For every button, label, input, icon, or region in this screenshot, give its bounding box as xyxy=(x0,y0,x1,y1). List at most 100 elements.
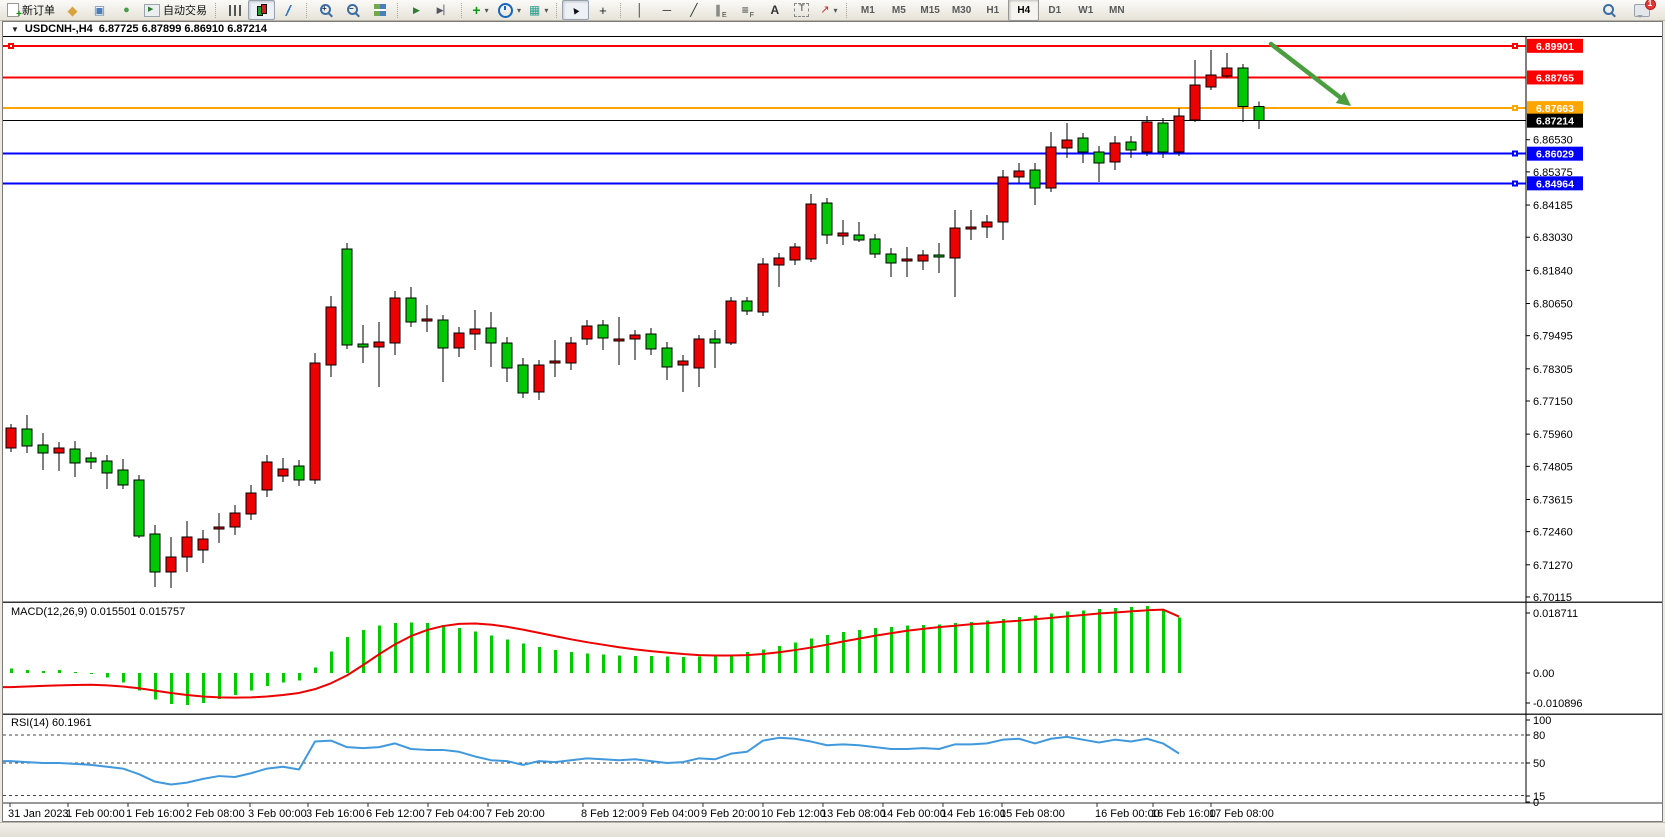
candle-body xyxy=(1077,137,1089,153)
new-order-button[interactable]: 新订单 xyxy=(3,0,59,20)
crosshair-button[interactable]: + xyxy=(589,0,616,20)
candle xyxy=(1141,116,1153,156)
price-tick-label: 6.80650 xyxy=(1533,299,1573,311)
channel-icon: ∥ xyxy=(715,3,722,17)
cursor-button[interactable] xyxy=(562,0,590,20)
timeframe-w1[interactable]: W1 xyxy=(1078,4,1094,16)
vertical-line-icon: │ xyxy=(636,3,644,17)
candle-body xyxy=(181,536,193,558)
fibonacci-button[interactable]: ≡ F xyxy=(734,0,761,20)
candle xyxy=(869,234,881,259)
macd-axis-label: 0.018711 xyxy=(1533,608,1578,620)
timeframe-d1[interactable]: D1 xyxy=(1048,4,1062,16)
candle xyxy=(357,324,369,364)
auto-scroll-button[interactable]: ▶ xyxy=(403,0,430,20)
candle xyxy=(261,455,273,498)
macd-bar xyxy=(858,630,861,673)
candle xyxy=(629,329,641,361)
vertical-line-button[interactable]: │ xyxy=(626,0,653,20)
tool-sub-label: E xyxy=(722,12,727,19)
candle xyxy=(133,475,145,539)
macd-bar xyxy=(58,670,61,673)
autotrading-icon xyxy=(144,3,160,17)
tool-sub-label: F xyxy=(749,12,755,19)
chart-ohlc-values: 6.87725 6.87899 6.86910 6.87214 xyxy=(98,23,267,35)
macd-bar xyxy=(426,623,429,673)
trend-arrow-annotation[interactable] xyxy=(1268,41,1351,106)
line-handle-center xyxy=(1514,44,1516,47)
candle xyxy=(277,458,289,483)
candle xyxy=(549,339,561,378)
candlestick-chart-button[interactable] xyxy=(248,0,275,20)
templates-button[interactable]: ▦ ▾ xyxy=(525,0,552,20)
timeframe-m15[interactable]: M15 xyxy=(920,4,940,16)
timeframe-mn[interactable]: MN xyxy=(1109,4,1125,16)
timeframe-m30[interactable]: M30 xyxy=(951,4,972,16)
autotrading-button[interactable]: 自动交易 xyxy=(140,0,211,20)
candle-body xyxy=(805,203,817,260)
market-watch-button[interactable]: ▣ xyxy=(86,0,113,20)
timeframe-m1[interactable]: M1 xyxy=(860,4,875,16)
candle-body xyxy=(725,300,737,344)
arrows-button[interactable]: ↗ ▾ xyxy=(815,0,842,20)
price-axis: 6.86530 6.85375 6.84185 6.83030 6.81840 6.806… xyxy=(1526,38,1583,604)
candle-body xyxy=(533,364,545,393)
chart-canvas[interactable]: 6.86530 6.85375 6.84185 6.83030 6.81840 6.806… xyxy=(3,37,1662,821)
trendline-button[interactable]: ╱ xyxy=(680,0,707,20)
timeframe-h1[interactable]: H1 xyxy=(986,4,1000,16)
price-badge-label: 6.89901 xyxy=(1536,41,1574,53)
candle xyxy=(1029,162,1041,205)
time-tick-label: 10 Feb 12:00 xyxy=(761,808,826,820)
candle-body xyxy=(485,327,497,344)
macd-bar xyxy=(490,635,493,673)
time-tick-label: 6 Feb 12:00 xyxy=(366,808,425,820)
candle xyxy=(565,336,577,371)
price-badge-bg xyxy=(1527,70,1583,85)
candle xyxy=(885,248,897,277)
macd-bar xyxy=(298,673,301,681)
notifications-button[interactable]: 1 xyxy=(1628,0,1656,20)
timeframe-m5[interactable]: M5 xyxy=(891,4,906,16)
candle xyxy=(181,521,193,573)
horizontal-line-button[interactable]: ─ xyxy=(653,0,680,20)
text-button[interactable]: A xyxy=(761,0,788,20)
tile-windows-button[interactable] xyxy=(366,0,393,20)
symbol-dropdown-icon[interactable] xyxy=(11,24,19,35)
macd-bar xyxy=(394,623,397,673)
navigator-button[interactable]: ● xyxy=(113,0,140,20)
candle xyxy=(1013,162,1025,183)
zoom-in-button[interactable]: + xyxy=(312,0,339,20)
candle-body xyxy=(405,297,417,323)
periods-button[interactable]: ▾ xyxy=(494,0,525,20)
candle-body xyxy=(597,324,609,339)
time-tick-label: 13 Feb 08:00 xyxy=(821,808,886,820)
search-button[interactable] xyxy=(1595,0,1622,20)
indicators-button[interactable]: + ▾ xyxy=(467,0,494,20)
zoom-out-button[interactable]: − xyxy=(339,0,366,20)
chart-shift-button[interactable]: ▶▏ xyxy=(430,0,457,20)
candle xyxy=(1077,133,1089,164)
macd-bar xyxy=(250,673,253,691)
line-chart-button[interactable] xyxy=(275,0,302,20)
charts-button[interactable]: ◆ xyxy=(59,0,86,20)
bar-chart-button[interactable] xyxy=(221,0,248,20)
candle-body xyxy=(261,461,273,491)
text-label-button[interactable]: T xyxy=(788,0,815,20)
candle xyxy=(1093,146,1105,183)
candle-body xyxy=(293,465,305,481)
macd-bar xyxy=(218,673,221,700)
sphere-icon: ● xyxy=(123,3,130,16)
equidistant-channel-button[interactable]: ∥ E xyxy=(707,0,734,20)
timeframe-h4[interactable]: H4 xyxy=(1008,0,1040,21)
candle xyxy=(149,525,161,588)
time-tick-label: 15 Feb 08:00 xyxy=(1000,808,1065,820)
candle-body xyxy=(197,538,209,551)
macd-bar xyxy=(522,643,525,673)
time-tick-label: 3 Feb 16:00 xyxy=(306,808,365,820)
candle xyxy=(341,243,353,349)
macd-bar xyxy=(282,673,285,683)
price-badge-label: 6.86029 xyxy=(1536,149,1574,161)
candle-body xyxy=(469,328,481,335)
price-tick-label: 6.75960 xyxy=(1533,429,1573,441)
price-tick-label: 6.78305 xyxy=(1533,364,1573,376)
